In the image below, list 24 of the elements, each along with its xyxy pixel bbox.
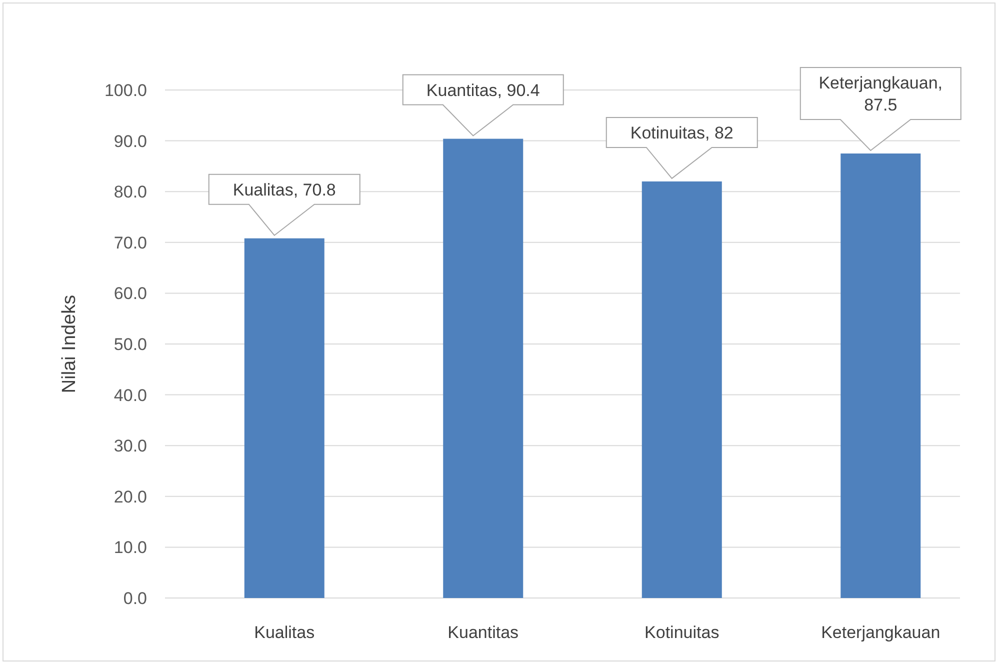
y-tick-label: 30.0 [114, 436, 147, 456]
bar [840, 154, 921, 598]
y-tick-label: 100.0 [104, 80, 147, 100]
y-tick-label: 60.0 [114, 284, 147, 304]
x-tick-label: Keterjangkauan [821, 623, 940, 642]
bar [642, 181, 722, 598]
y-tick-label: 70.0 [114, 233, 147, 252]
y-tick-label: 50.0 [114, 334, 147, 354]
y-tick-label: 0.0 [123, 588, 147, 608]
bar [244, 238, 324, 598]
y-tick-label: 80.0 [114, 182, 147, 202]
y-axis-title: Nilai Indeks [59, 294, 80, 394]
x-tick-label: Kuantitas [448, 623, 519, 642]
data-label: Kuantitas, 90.4 [426, 80, 540, 100]
y-tick-label: 90.0 [114, 132, 147, 151]
x-tick-label: Kotinuitas [644, 623, 720, 642]
data-label: Kualitas, 70.8 [232, 180, 336, 200]
y-tick-label: 10.0 [114, 538, 147, 558]
y-tick-label: 20.0 [114, 487, 147, 506]
data-label: Keterjangkauan, 87.5 [818, 74, 943, 114]
y-tick-label: 40.0 [114, 386, 147, 405]
bar [443, 138, 524, 598]
x-tick-label: Kualitas [254, 623, 315, 642]
data-label: Kotinuitas, 82 [630, 123, 734, 142]
